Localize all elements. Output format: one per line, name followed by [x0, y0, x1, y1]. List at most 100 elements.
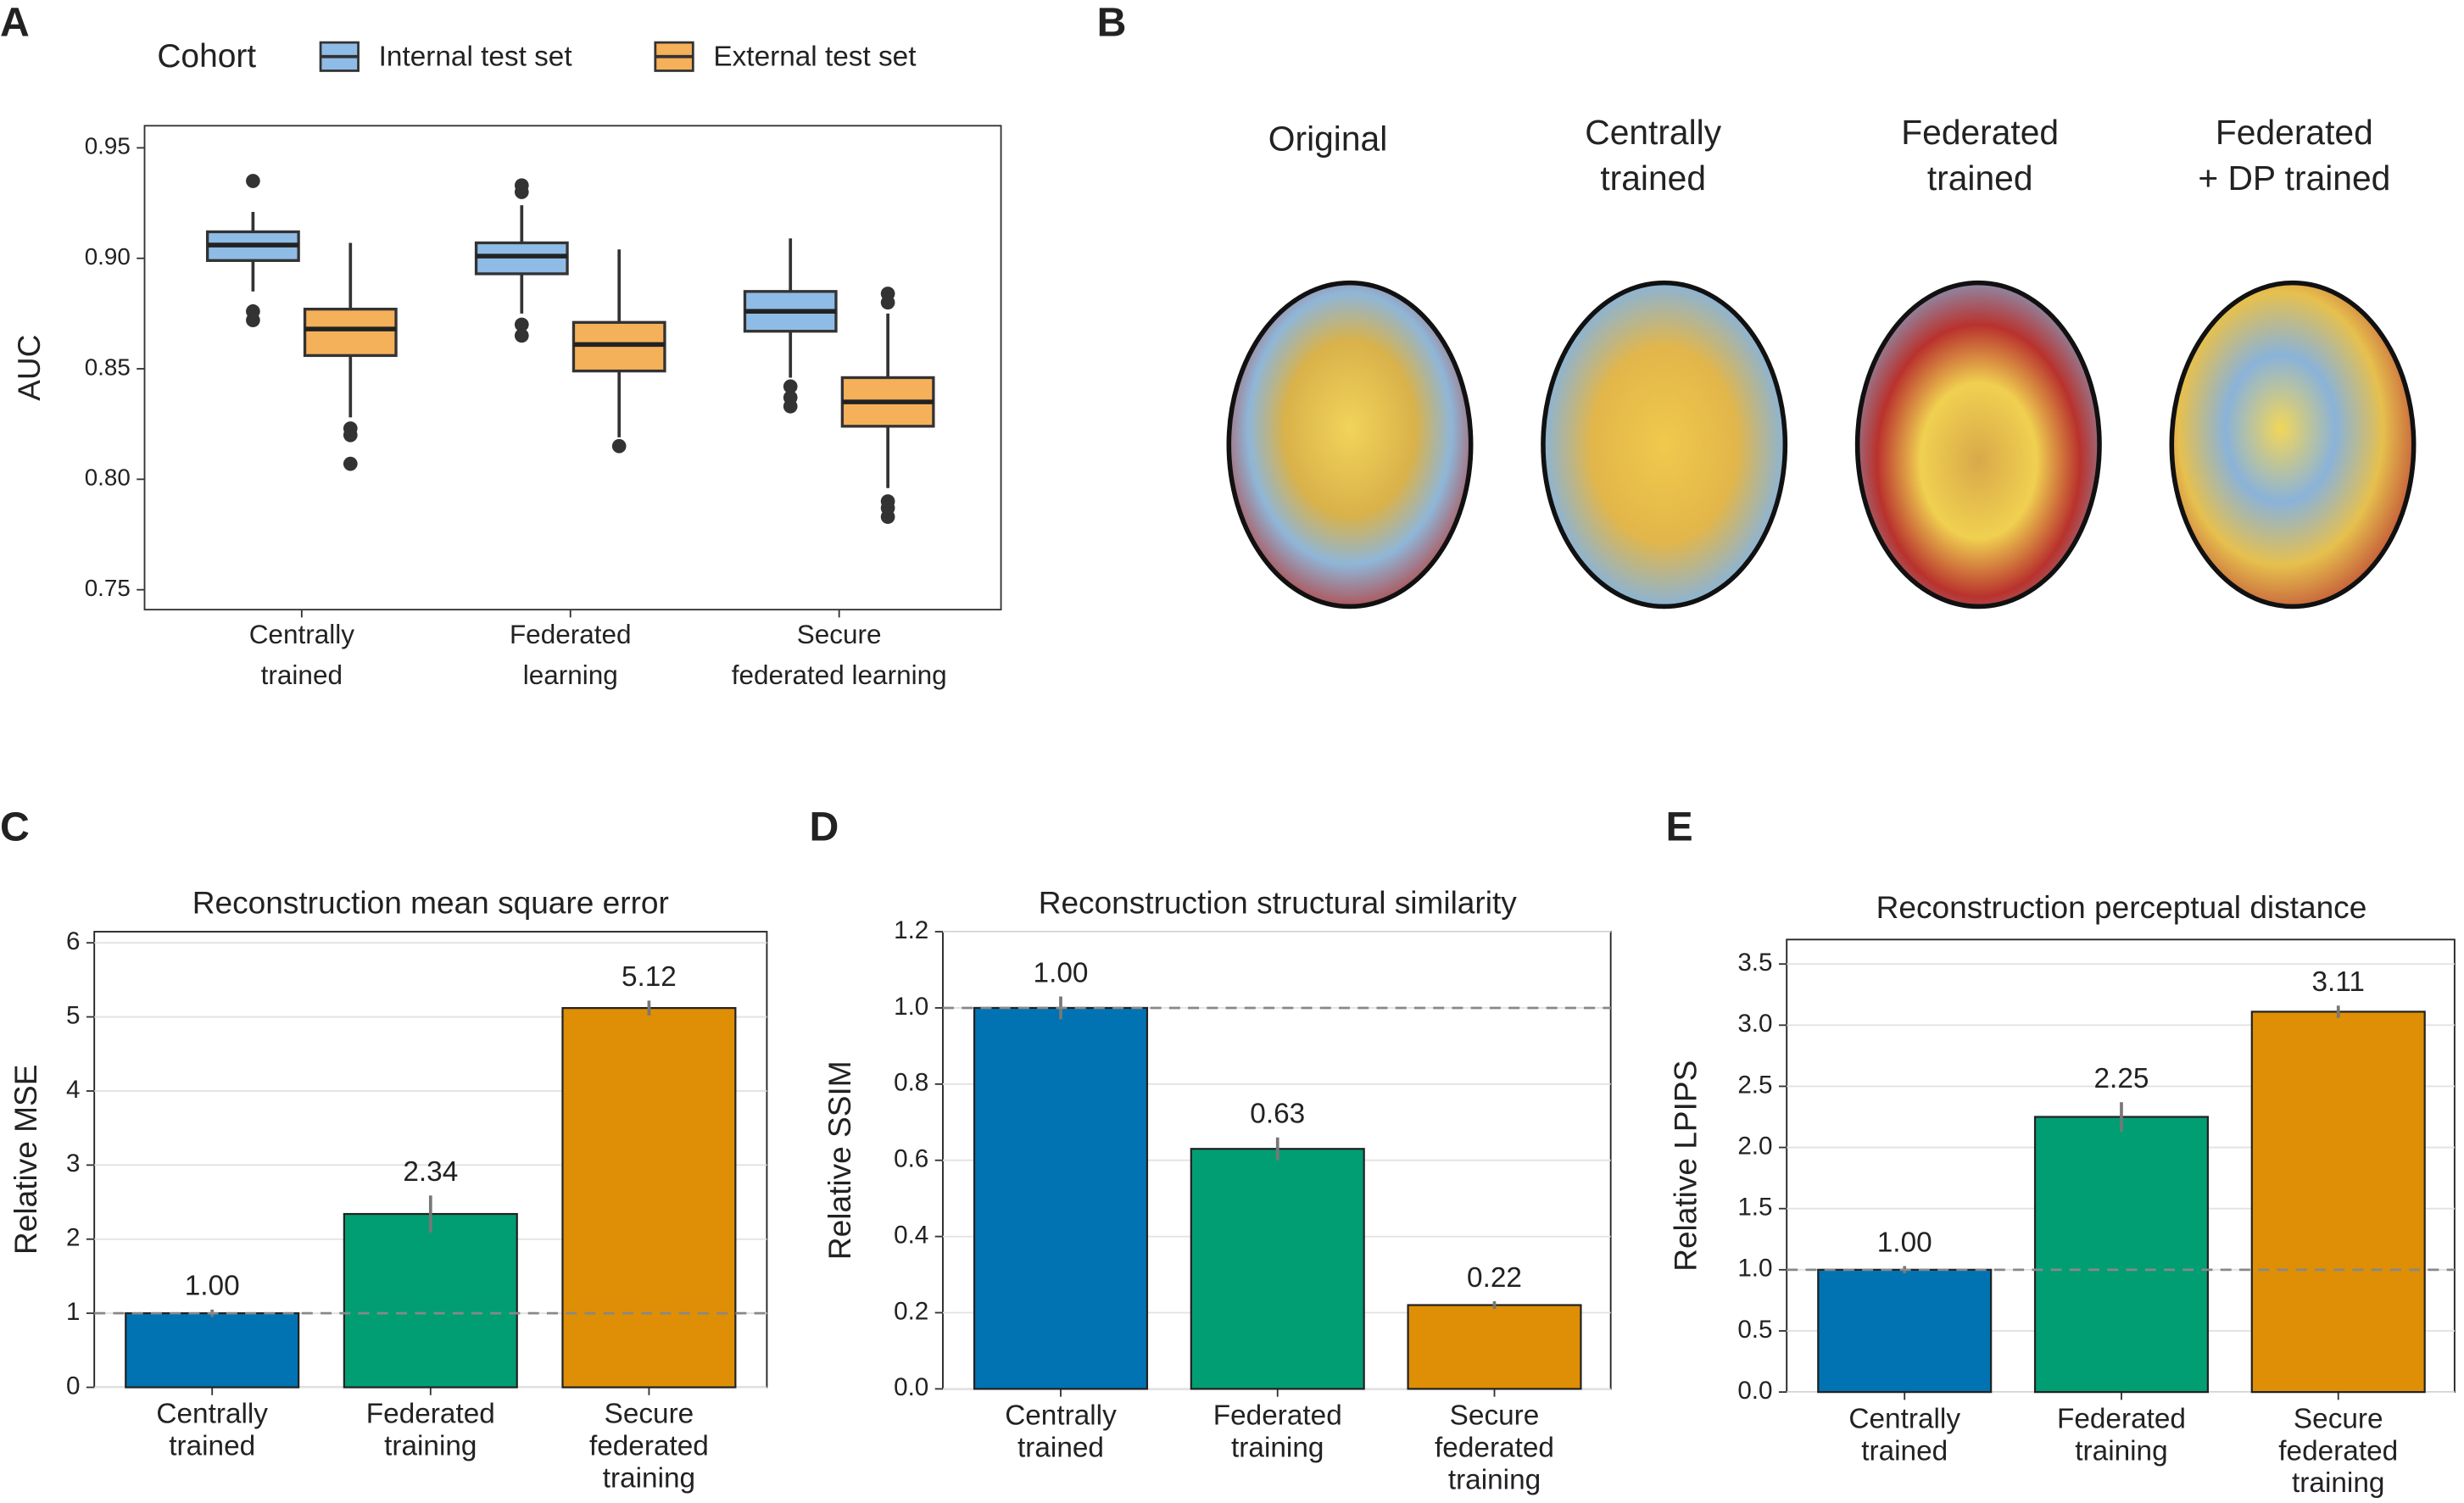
y-tick-label: 0	[66, 1372, 81, 1400]
image-caption: Centrally	[1585, 113, 1721, 152]
y-tick-label: 0.4	[894, 1221, 928, 1249]
image-caption: + DP trained	[2198, 159, 2390, 198]
y-tick-label: 1.2	[894, 916, 928, 944]
x-tick-label: training	[384, 1431, 477, 1462]
chart-panel: C Reconstruction mean square error Relativ…	[0, 804, 768, 1495]
image-caption: Original	[1268, 120, 1387, 159]
x-tick-label: Secure	[605, 1399, 694, 1430]
bar	[1190, 1148, 1365, 1390]
y-tick-label: 0.85	[85, 353, 131, 380]
image-caption: trained	[1600, 159, 1706, 198]
x-tick-label: trained	[261, 660, 343, 690]
x-tick-label: federated	[2278, 1435, 2398, 1467]
y-tick-label: 0.95	[85, 133, 131, 159]
outlier	[880, 509, 895, 525]
x-tick-label: training	[2292, 1467, 2384, 1499]
y-axis-label: Relative SSIM	[822, 1060, 857, 1260]
plot-area	[143, 125, 1002, 611]
panel-letter: E	[1666, 804, 1693, 849]
bar	[343, 1212, 518, 1389]
legend-title: Cohort	[157, 38, 256, 75]
chart-panel: E Reconstruction perceptual distance Relat…	[1666, 804, 2456, 1499]
panel-letter: C	[0, 804, 30, 849]
legend-label: Internal test set	[379, 41, 573, 72]
y-tick-label: 0.90	[85, 243, 131, 270]
y-tick-label: 0.8	[894, 1069, 928, 1097]
value-label: 1.00	[1034, 957, 1089, 988]
panel-letter: D	[809, 804, 839, 849]
chart-title: Reconstruction perceptual distance	[1876, 889, 2367, 925]
y-tick-label: 1.0	[894, 993, 928, 1021]
x-tick-label: Federated	[1213, 1400, 1342, 1432]
y-tick-label: 6	[66, 927, 81, 955]
box	[303, 307, 398, 358]
y-tick-label: 1	[66, 1298, 81, 1326]
y-tick-label: 0.80	[85, 465, 131, 491]
y-tick-label: 1.0	[1737, 1255, 1772, 1283]
y-tick-label: 4	[66, 1076, 81, 1104]
legend-label: External test set	[713, 41, 917, 72]
y-axis-label: Relative LPIPS	[1667, 1060, 1703, 1272]
y-tick-label: 3.0	[1737, 1010, 1772, 1038]
image-caption: Federated	[2216, 113, 2373, 152]
value-label: 3.11	[2312, 966, 2365, 998]
y-tick-label: 0.2	[894, 1297, 928, 1325]
y-tick-label: 2	[66, 1224, 81, 1252]
y-tick-label: 0.6	[894, 1145, 928, 1173]
image-federated	[1854, 280, 2102, 610]
x-tick-label: training	[2075, 1435, 2167, 1467]
x-tick-label: training	[1448, 1465, 1541, 1496]
panel-letter: A	[0, 0, 30, 45]
x-tick-label: Secure	[1450, 1400, 1540, 1432]
x-tick-label: Centrally	[156, 1399, 268, 1430]
outlier	[783, 379, 798, 394]
x-tick-label: Secure	[797, 619, 882, 649]
x-tick-label: Centrally	[249, 619, 355, 649]
y-tick-label: 0.0	[894, 1373, 928, 1401]
x-tick-label: Centrally	[1848, 1403, 1960, 1434]
y-tick-label: 1.5	[1737, 1194, 1772, 1222]
x-tick-label: learning	[523, 660, 618, 690]
y-tick-label: 0.5	[1737, 1316, 1772, 1344]
bar	[973, 1006, 1149, 1390]
y-tick-label: 0.75	[85, 575, 131, 601]
y-tick-label: 0.0	[1737, 1377, 1772, 1405]
bar	[561, 1006, 737, 1389]
value-label: 1.00	[1877, 1227, 1932, 1258]
bar	[1817, 1268, 1993, 1394]
x-tick-label: Federated	[2057, 1403, 2186, 1434]
chart-title: Reconstruction structural similarity	[1039, 884, 1518, 920]
outlier	[246, 174, 260, 188]
x-tick-label: training	[1231, 1433, 1324, 1464]
y-tick-label: 3	[66, 1150, 81, 1177]
y-axis-label: AUC	[11, 335, 47, 401]
image-caption: trained	[1927, 159, 2033, 198]
outlier	[783, 399, 798, 414]
y-tick-label: 5	[66, 1001, 81, 1029]
x-tick-label: trained	[169, 1431, 255, 1462]
panel-b: B	[1097, 0, 2417, 610]
outlier	[246, 313, 260, 328]
y-tick-label: 2.0	[1737, 1132, 1772, 1160]
x-tick-label: Secure	[2294, 1403, 2383, 1434]
outlier	[343, 456, 358, 471]
x-tick-label: Federated	[366, 1399, 495, 1430]
x-tick-label: Federated	[510, 619, 632, 649]
y-axis-label: Relative MSE	[8, 1065, 43, 1255]
bar	[1407, 1304, 1582, 1390]
x-tick-label: federated	[589, 1431, 709, 1462]
x-tick-label: trained	[1017, 1433, 1104, 1464]
chart-panel: A AUC 0.75 0.80 0.85 0.90 0.95 Centrally trained…	[0, 0, 1002, 690]
value-label: 0.22	[1467, 1262, 1522, 1294]
value-label: 1.00	[185, 1271, 240, 1302]
x-tick-label: training	[603, 1463, 695, 1495]
bar	[2250, 1010, 2426, 1394]
value-label: 0.63	[1250, 1099, 1305, 1130]
outlier	[880, 295, 895, 310]
x-tick-label: federated	[1435, 1433, 1554, 1464]
bar	[2033, 1116, 2210, 1394]
chart-title: Reconstruction mean square error	[192, 884, 669, 920]
panel-letter: B	[1097, 0, 1127, 45]
y-tick-label: 2.5	[1737, 1071, 1772, 1099]
